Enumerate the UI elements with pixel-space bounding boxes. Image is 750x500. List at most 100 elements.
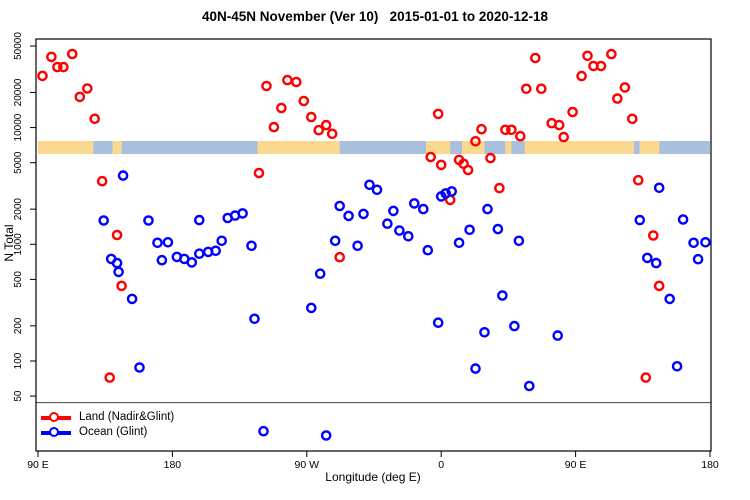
ocean-point	[653, 182, 665, 194]
ocean-point	[162, 236, 174, 248]
land-point	[435, 159, 447, 171]
y-tick-label: 1000	[13, 233, 24, 256]
legend-land-marker-icon	[41, 410, 71, 425]
land-point	[627, 113, 638, 125]
land-point	[476, 123, 487, 135]
land-point	[506, 124, 517, 136]
map-band-ocean-segment	[511, 141, 525, 155]
legend-item-land: Land (Nadir&Glint)	[41, 410, 174, 425]
ocean-point	[464, 224, 475, 236]
land-point	[290, 76, 302, 88]
land-point	[96, 175, 108, 187]
land-point	[612, 93, 623, 104]
map-band-land-segment	[639, 141, 660, 155]
land-point	[553, 119, 565, 131]
ocean-point	[453, 237, 465, 249]
land-point	[536, 83, 547, 95]
ocean-point	[334, 200, 346, 212]
map-band-ocean-segment	[93, 141, 113, 155]
ocean-point	[634, 214, 646, 226]
ocean-point	[700, 236, 711, 248]
x-tick-label: 90 W	[295, 459, 320, 471]
y-tick-label: 100	[13, 352, 24, 369]
ocean-point	[117, 170, 129, 181]
land-point	[282, 74, 293, 86]
ocean-point	[364, 179, 375, 191]
land-point	[425, 151, 437, 163]
y-tick-label: 50000	[13, 32, 24, 60]
ocean-point	[237, 208, 248, 219]
land-point	[37, 70, 48, 82]
land-point	[320, 119, 332, 131]
ocean-point	[417, 203, 429, 215]
ocean-point	[394, 225, 405, 236]
land-point	[470, 135, 481, 147]
land-point	[567, 106, 578, 118]
map-band-land-segment	[524, 141, 634, 155]
map-band-land-segment	[462, 141, 485, 155]
ocean-point	[482, 203, 493, 215]
x-tick-label: 0	[438, 459, 444, 471]
ocean-point	[664, 293, 676, 305]
ocean-point	[402, 230, 414, 242]
ocean-point	[509, 320, 520, 332]
land-point	[530, 52, 541, 64]
ocean-point	[143, 215, 154, 226]
map-band-land-segment	[505, 141, 512, 155]
land-point	[595, 60, 607, 72]
ocean-point	[692, 253, 704, 265]
y-tick-label: 10000	[13, 113, 24, 141]
land-point	[46, 51, 57, 63]
land-point	[305, 111, 317, 123]
land-point	[334, 251, 346, 263]
ocean-point	[671, 360, 683, 372]
ocean-point	[446, 186, 458, 197]
map-band-ocean-segment	[450, 141, 463, 155]
land-point	[253, 167, 265, 179]
ocean-point	[193, 214, 205, 226]
ocean-point	[358, 208, 369, 220]
ocean-point	[470, 363, 481, 374]
ocean-point	[305, 302, 317, 314]
ocean-point	[382, 218, 393, 229]
map-band-ocean-segment	[633, 141, 640, 155]
ocean-point	[258, 425, 269, 437]
land-point	[640, 372, 652, 383]
land-point	[116, 280, 127, 292]
ocean-point	[210, 245, 221, 257]
legend-ocean-label: Ocean (Glint)	[79, 426, 148, 438]
ocean-point	[246, 240, 257, 252]
land-point	[653, 280, 665, 292]
land-point	[521, 83, 532, 95]
ocean-point	[113, 266, 124, 278]
ocean-point	[513, 235, 525, 247]
land-point	[515, 130, 526, 142]
land-point	[89, 113, 100, 125]
land-point	[326, 128, 338, 140]
ocean-point	[249, 313, 260, 325]
ocean-point	[524, 380, 535, 392]
ocean-point	[650, 257, 662, 269]
y-axis-label: N Total	[2, 224, 16, 262]
ocean-point	[320, 430, 332, 441]
y-tick-label: 500	[13, 271, 24, 288]
ocean-point	[193, 248, 205, 259]
y-tick-label: 50	[13, 390, 24, 402]
ocean-point	[352, 240, 363, 252]
ocean-point	[156, 254, 168, 266]
ocean-point	[432, 317, 444, 329]
legend-ocean-circle-icon	[49, 427, 59, 438]
map-band-land-segment	[112, 141, 122, 155]
ocean-point	[408, 198, 420, 209]
ocean-point	[677, 214, 689, 225]
ocean-point	[216, 235, 227, 247]
ocean-point	[329, 235, 341, 247]
y-tick-label: 5000	[13, 151, 24, 174]
ocean-point	[388, 205, 399, 217]
ocean-point	[497, 290, 508, 301]
chart-title: 40N-45N November (Ver 10) 2015-01-01 to …	[202, 9, 548, 24]
land-point	[313, 124, 325, 136]
map-band-land-segment	[38, 141, 94, 155]
map-band-land-segment	[257, 141, 340, 155]
